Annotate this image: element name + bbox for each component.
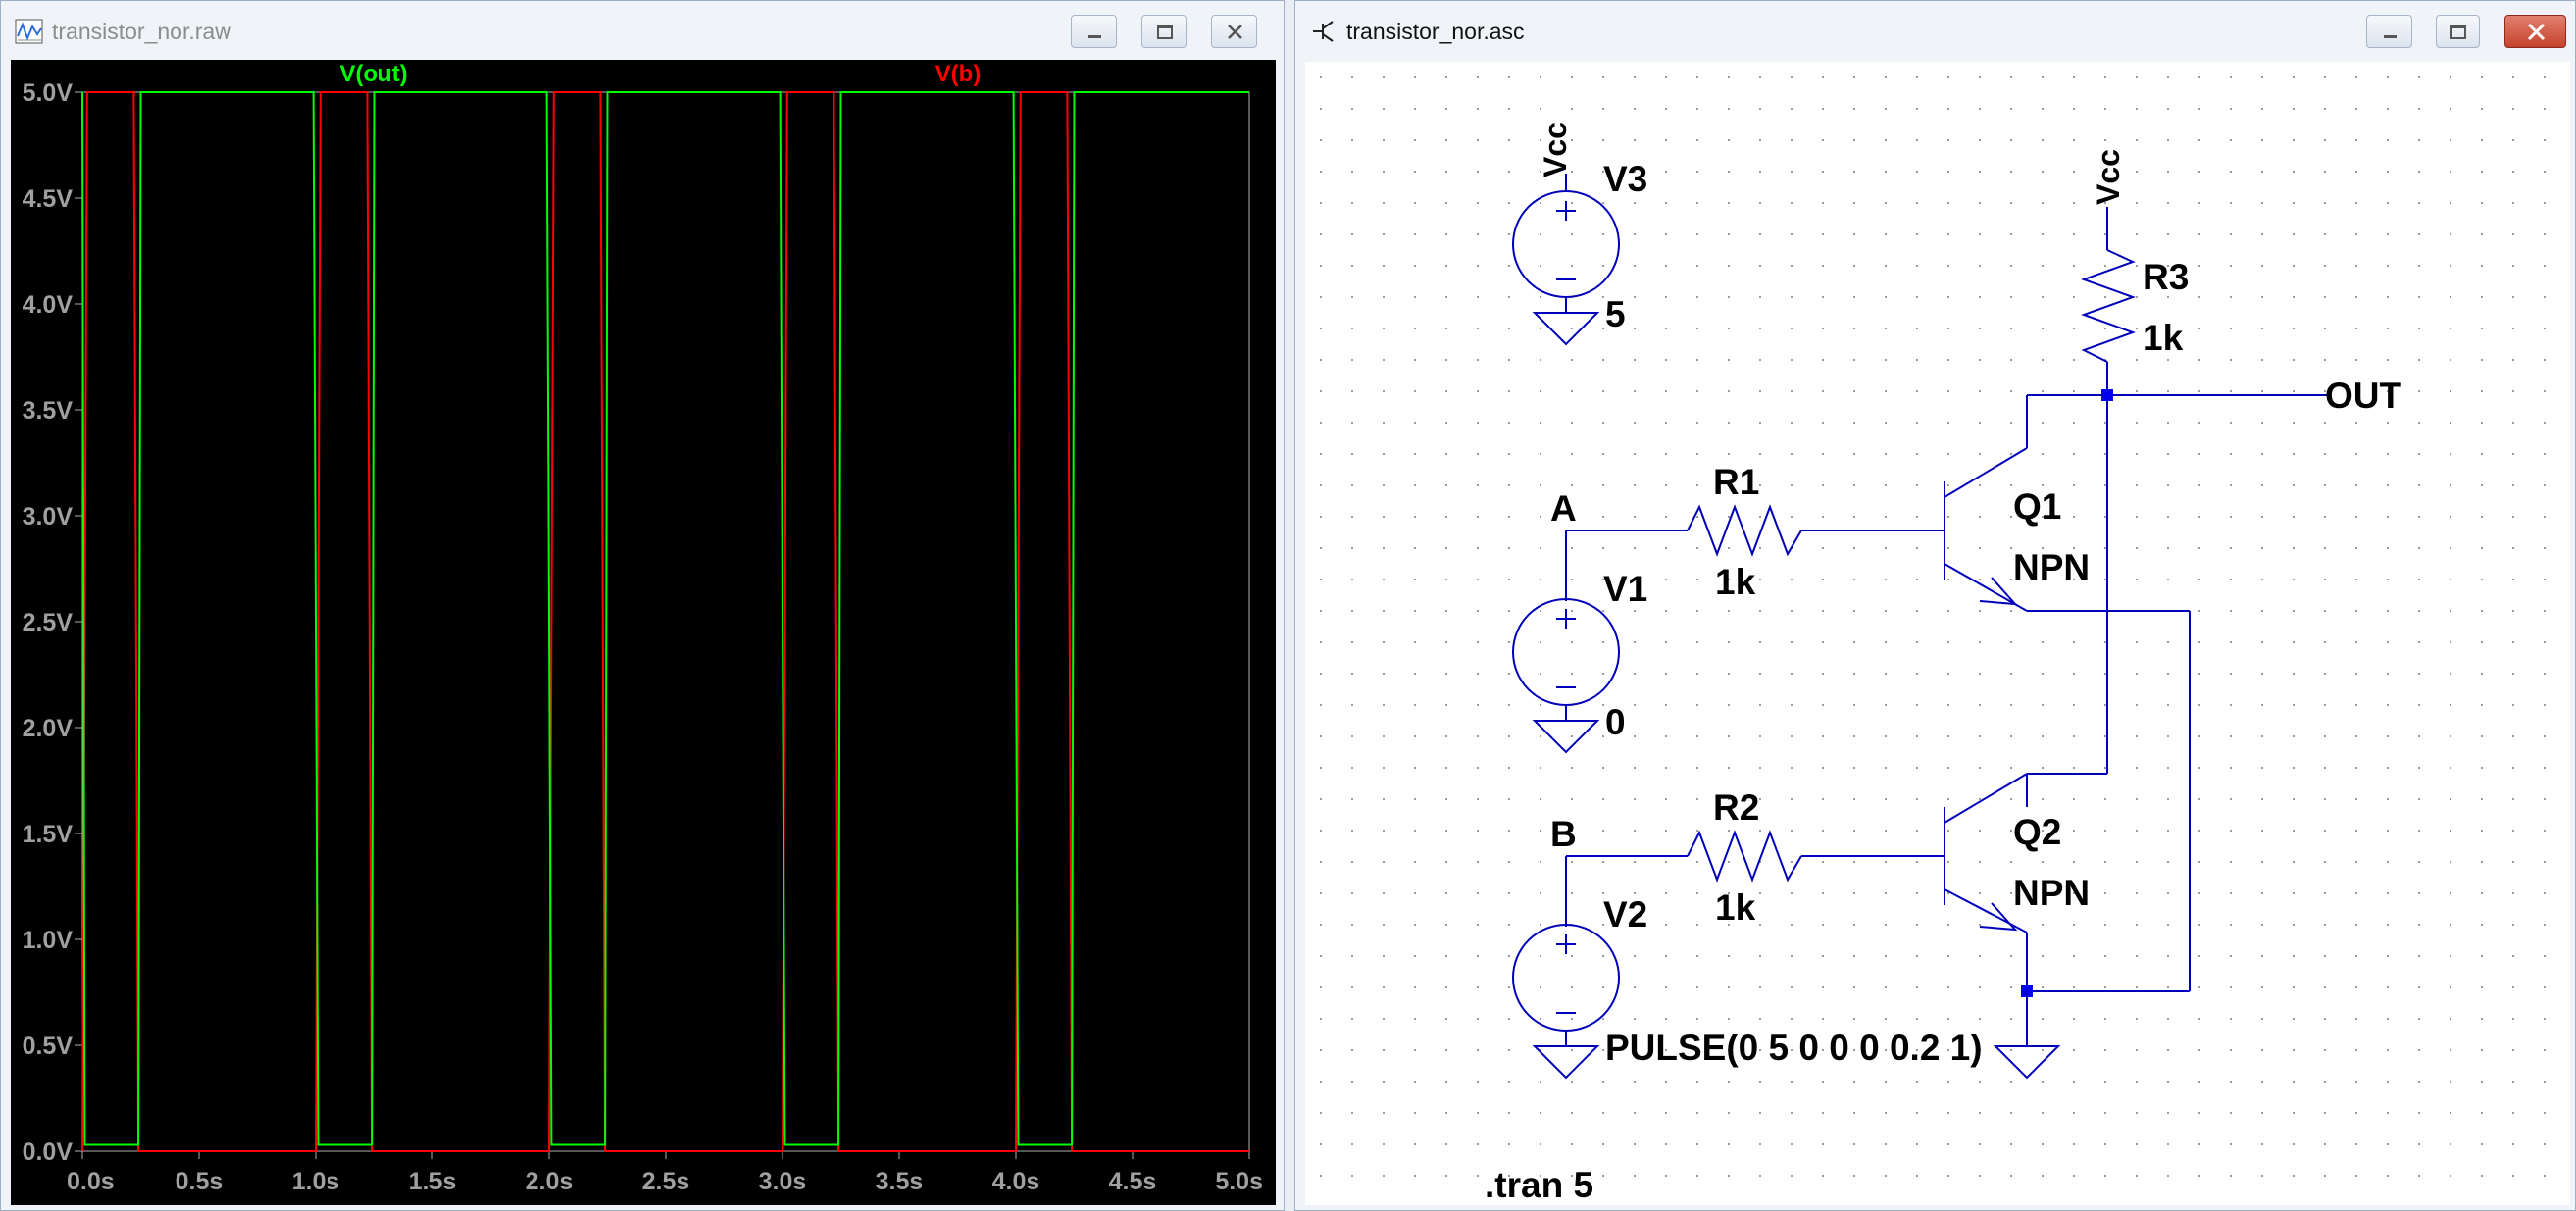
r2-value: 1k [1715, 887, 1756, 928]
legend-entry[interactable]: V(out) [339, 61, 407, 87]
window-title: transistor_nor.raw [52, 19, 231, 44]
series-line[interactable] [81, 91, 1249, 1146]
ground-icon [1532, 1045, 1600, 1080]
voltage-source-v2[interactable] [1512, 924, 1620, 1046]
x-tick-label: 0.5s [176, 1168, 224, 1195]
y-tick-label: 0.5V [23, 1033, 74, 1060]
ground-icon [1993, 991, 2061, 1080]
v2-label: V2 [1603, 894, 1647, 934]
v3-label: V3 [1603, 159, 1647, 199]
x-tick-label: 2.0s [526, 1168, 574, 1195]
maximize-icon [1157, 25, 1173, 39]
maximize-button[interactable] [1141, 15, 1187, 48]
resistor-r1[interactable] [1687, 504, 1802, 557]
v3-value: 5 [1605, 294, 1626, 334]
y-tick-label: 2.0V [23, 715, 74, 742]
x-tick-label: 2.5s [642, 1168, 690, 1195]
minimize-icon [1088, 35, 1101, 38]
wire[interactable] [2026, 394, 2327, 992]
net-label-b: B [1550, 814, 1577, 854]
wire[interactable] [1565, 855, 1945, 927]
net-label-out: OUT [2325, 376, 2402, 416]
net-label-vcc: Vcc [2091, 149, 2126, 205]
y-tick-label: 1.0V [23, 927, 74, 954]
schematic-canvas[interactable]: Vcc V3 5 Vcc R3 1k [1305, 62, 2570, 1205]
minimize-button[interactable] [1071, 15, 1117, 48]
r1-value: 1k [1715, 562, 1756, 602]
resistor-r2[interactable] [1687, 830, 1802, 883]
schematic-window[interactable]: transistor_nor.asc [1294, 0, 2576, 1211]
net-label-a: A [1550, 488, 1577, 529]
waveform-window[interactable]: transistor_nor.raw V(out) V(b) 0.0V 0.5V 1.… [0, 0, 1285, 1211]
ground-icon [1532, 312, 1600, 346]
spice-directive: .tran 5 [1485, 1165, 1593, 1205]
q2-model: NPN [2013, 873, 2090, 913]
net-label-vcc: Vcc [1538, 122, 1573, 177]
close-icon [2527, 23, 2546, 41]
x-tick-label: 3.0s [759, 1168, 807, 1195]
y-tick-label: 3.0V [23, 503, 74, 530]
x-tick-label: 5.0s [1215, 1168, 1263, 1195]
x-tick-label: 0.0s [67, 1168, 115, 1195]
maximize-button[interactable] [2436, 15, 2480, 48]
plot-area[interactable]: V(out) V(b) 0.0V 0.5V 1.0V 1.5V 2.0V 2.5V 3.0V 3… [11, 60, 1276, 1205]
y-tick-label: 3.5V [23, 397, 74, 425]
schematic-icon [1309, 17, 1339, 46]
r1-label: R1 [1713, 462, 1759, 502]
v2-value: PULSE(0 5 0 0 0 0.2 1) [1605, 1028, 1983, 1068]
minimize-icon [2384, 35, 2397, 38]
junction-dot [2101, 389, 2113, 401]
maximize-icon [2450, 25, 2466, 39]
r2-label: R2 [1713, 787, 1759, 828]
y-tick-label: 4.5V [23, 185, 74, 213]
series-line[interactable] [81, 91, 1249, 1152]
y-tick-label: 4.0V [23, 291, 74, 319]
ground-icon [1532, 720, 1600, 754]
title-bar[interactable]: transistor_nor.raw [1, 1, 1284, 62]
legend-entry[interactable]: V(b) [935, 61, 982, 87]
x-tick-label: 4.5s [1109, 1168, 1157, 1195]
r3-value: 1k [2143, 318, 2184, 358]
y-tick-label: 5.0V [23, 79, 74, 107]
minimize-button[interactable] [2366, 15, 2412, 48]
y-tick-label: 2.5V [23, 609, 74, 636]
wire[interactable] [1565, 530, 1945, 601]
title-bar[interactable]: transistor_nor.asc [1295, 1, 2575, 62]
window-title: transistor_nor.asc [1346, 19, 1525, 44]
schematic-drawing[interactable]: Vcc V3 5 Vcc R3 1k [1305, 62, 2570, 1205]
y-tick-label: 0.0V [23, 1138, 74, 1166]
x-tick-label: 3.5s [876, 1168, 924, 1195]
x-tick-label: 1.0s [292, 1168, 340, 1195]
waveform-icon [15, 17, 44, 46]
close-button[interactable] [1211, 15, 1257, 48]
close-icon [1228, 25, 1242, 39]
q1-model: NPN [2013, 547, 2090, 587]
y-tick-label: 1.5V [23, 821, 74, 848]
v1-label: V1 [1603, 569, 1647, 609]
r3-label: R3 [2143, 257, 2189, 297]
voltage-source-v1[interactable] [1512, 598, 1620, 721]
transistor-q2[interactable] [1944, 773, 2028, 933]
transistor-q1[interactable] [1944, 447, 2028, 612]
voltage-source-v3[interactable] [1512, 174, 1620, 313]
v1-value: 0 [1605, 702, 1626, 742]
waveform-plot[interactable]: V(out) V(b) 0.0V 0.5V 1.0V 1.5V 2.0V 2.5V 3.0V 3… [11, 60, 1276, 1205]
x-tick-label: 1.5s [409, 1168, 457, 1195]
q2-label: Q2 [2013, 812, 2061, 852]
close-button[interactable] [2504, 15, 2566, 48]
x-tick-label: 4.0s [992, 1168, 1040, 1195]
q1-label: Q1 [2013, 486, 2061, 527]
